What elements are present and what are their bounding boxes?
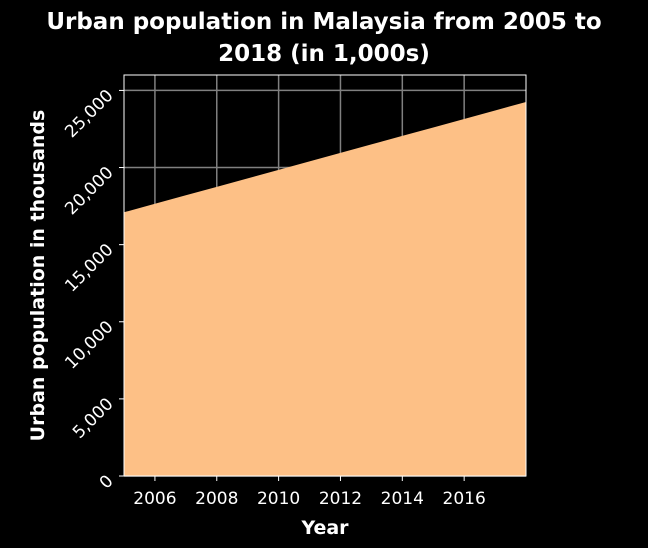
y-axis-label: Urban population in thousands (27, 110, 49, 442)
x-tick-label: 2012 (319, 489, 362, 509)
y-axis-ticks: 0 5,000 10,000 15,000 20,000 25,000 (61, 86, 124, 493)
x-tick-label: 2006 (133, 489, 176, 509)
y-tick-label: 25,000 (61, 86, 117, 142)
chart-title-line2: 2018 (in 1,000s) (218, 41, 430, 67)
plot-frame (123, 74, 527, 477)
y-tick-label: 10,000 (61, 317, 117, 373)
y-tick-label: 5,000 (69, 394, 118, 443)
chart-title-line1: Urban population in Malaysia from 2005 t… (46, 9, 602, 35)
y-tick-label: 20,000 (61, 163, 117, 219)
x-tick-label: 2016 (443, 489, 486, 509)
x-axis-label: Year (300, 517, 349, 539)
chart-title: Urban population in Malaysia from 2005 t… (0, 6, 648, 70)
y-tick-label: 15,000 (61, 240, 117, 296)
y-tick-label: 0 (96, 471, 118, 493)
x-axis-ticks: 2006 2008 2010 2012 2014 2016 (133, 476, 486, 509)
x-tick-label: 2014 (381, 489, 424, 509)
x-tick-label: 2010 (257, 489, 300, 509)
plot-border (123, 74, 527, 477)
x-tick-label: 2008 (195, 489, 238, 509)
area-series-urban-population (124, 101, 526, 476)
